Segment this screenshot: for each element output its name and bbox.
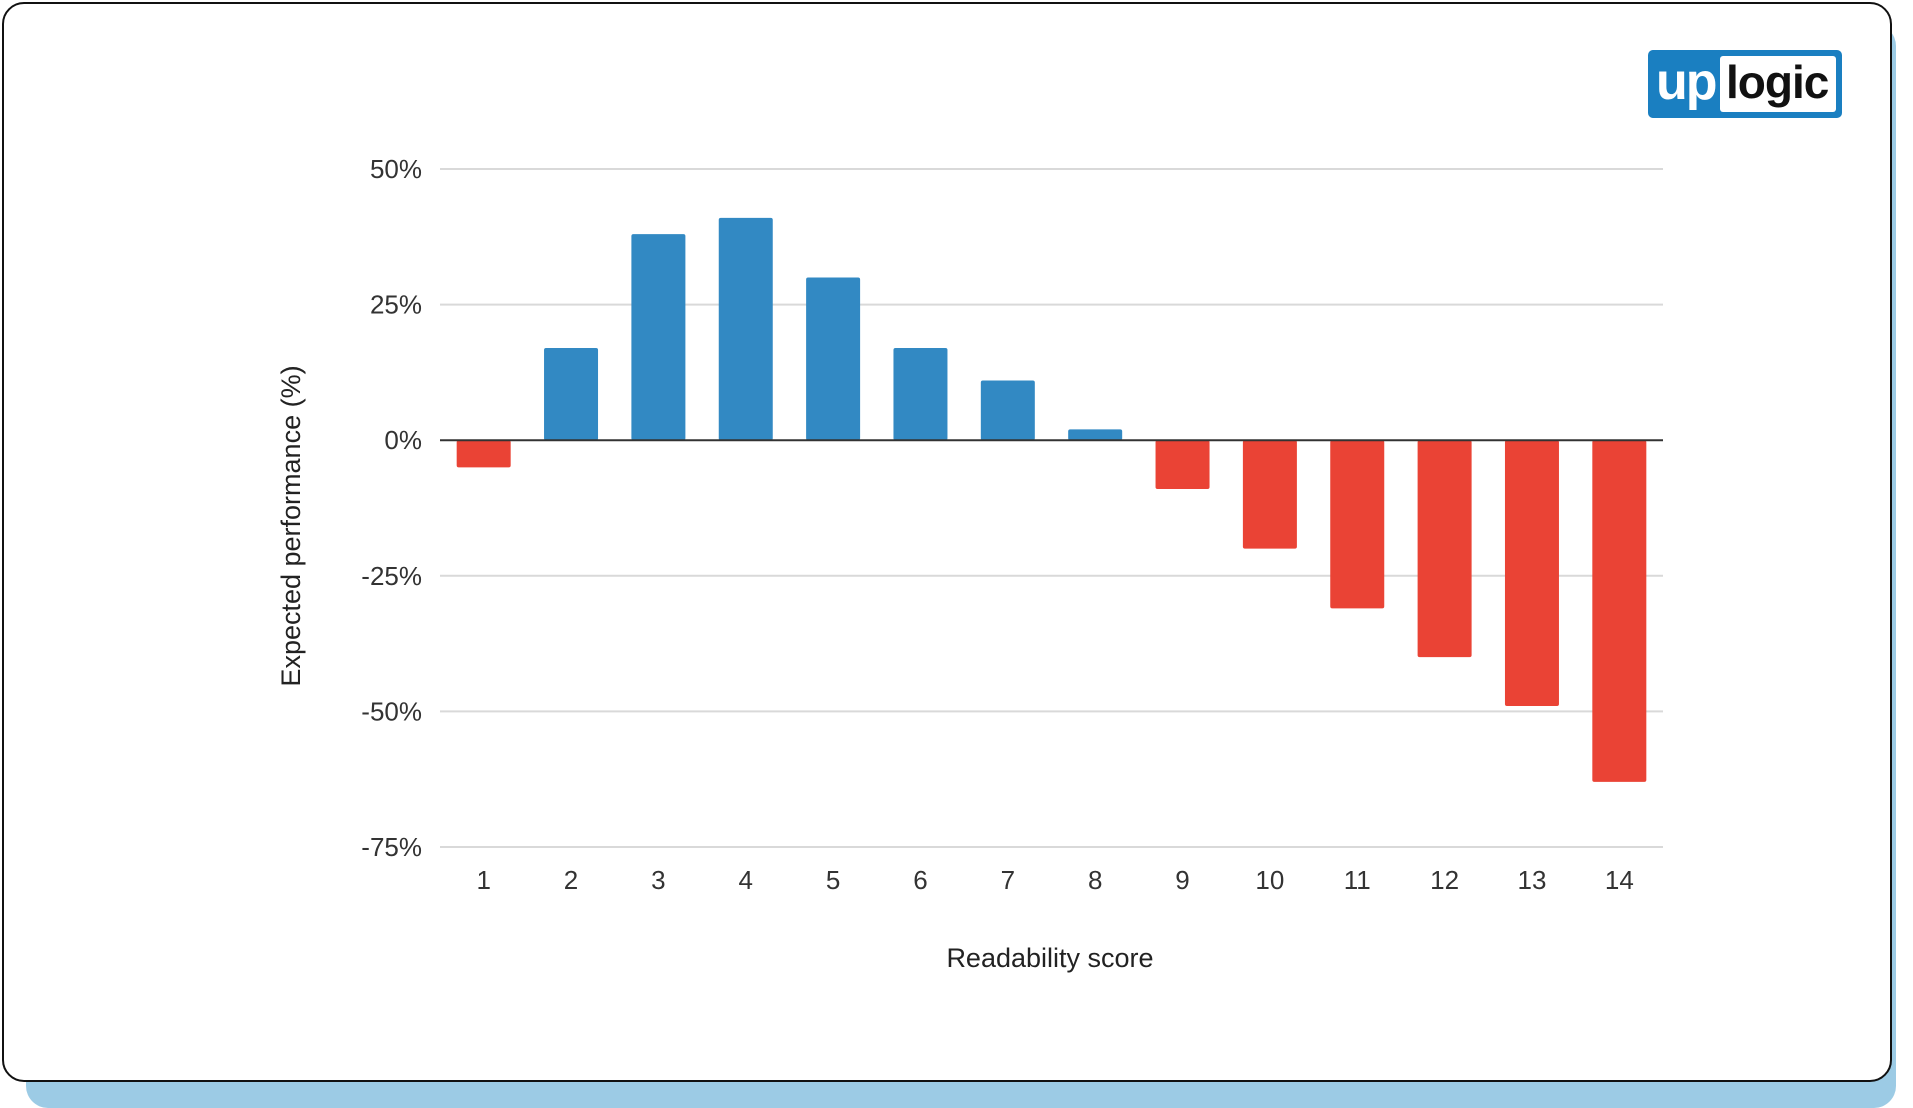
x-tick-label: 1 <box>476 865 490 895</box>
x-tick-label: 2 <box>564 865 578 895</box>
bar-2 <box>544 347 599 441</box>
x-tick-label: 12 <box>1430 865 1459 895</box>
y-tick-label: 25% <box>370 290 422 320</box>
y-axis-ticks: 50% 25% 0% -25% -50% -75% <box>361 154 422 862</box>
bar-6 <box>893 347 948 441</box>
bar-12 <box>1417 440 1472 658</box>
x-tick-label: 8 <box>1088 865 1102 895</box>
bar-14 <box>1592 440 1647 782</box>
uplogic-logo: up logic <box>1648 50 1842 118</box>
bar-8 <box>1068 429 1123 441</box>
bar-7 <box>980 380 1035 441</box>
bar-1 <box>456 440 511 468</box>
x-tick-label: 5 <box>826 865 840 895</box>
bar-9 <box>1155 440 1210 490</box>
x-tick-label: 7 <box>1001 865 1015 895</box>
y-tick-label: 50% <box>370 154 422 184</box>
bar-10 <box>1242 440 1297 549</box>
x-axis-title: Readability score <box>946 943 1153 973</box>
x-tick-label: 4 <box>739 865 753 895</box>
bars <box>456 217 1647 782</box>
y-tick-label: -25% <box>361 561 422 591</box>
x-axis-ticks: 1 2 3 4 5 6 7 8 9 10 11 12 13 14 <box>476 865 1633 895</box>
bar-3 <box>631 234 686 441</box>
bar-4 <box>718 217 773 441</box>
chart-card <box>2 2 1892 1082</box>
bar-11 <box>1330 440 1385 609</box>
logo-logic-text: logic <box>1726 56 1829 108</box>
x-tick-label: 13 <box>1518 865 1547 895</box>
y-tick-label: -75% <box>361 832 422 862</box>
bar-13 <box>1504 440 1559 706</box>
x-tick-label: 6 <box>913 865 927 895</box>
x-tick-label: 14 <box>1605 865 1634 895</box>
bar-5 <box>806 277 861 441</box>
logo-up-text: up <box>1656 53 1718 111</box>
x-tick-label: 3 <box>651 865 665 895</box>
logo-logic-box: logic <box>1720 56 1836 112</box>
y-tick-label: 0% <box>384 425 422 455</box>
x-tick-label: 9 <box>1175 865 1189 895</box>
x-tick-label: 11 <box>1344 865 1371 895</box>
y-axis-title: Expected performance (%) <box>276 365 306 686</box>
x-tick-label: 10 <box>1255 865 1284 895</box>
gridlines <box>440 168 1663 848</box>
y-tick-label: -50% <box>361 696 422 726</box>
